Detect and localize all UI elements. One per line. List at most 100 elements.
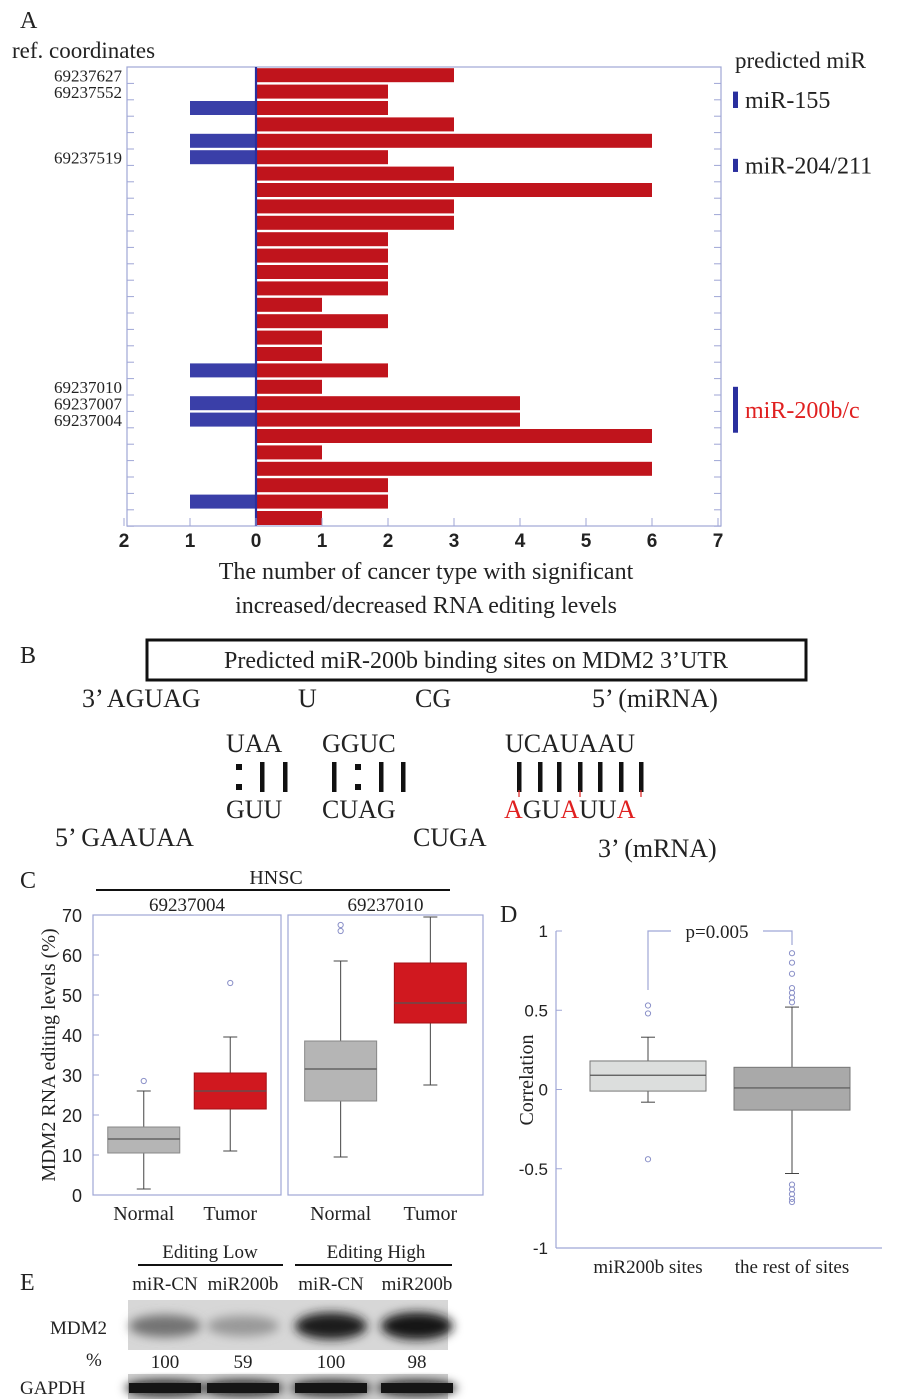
- increased-bar: [257, 265, 388, 279]
- mdm2-band: [129, 1314, 201, 1338]
- lane-label: miR200b: [208, 1274, 279, 1295]
- c-y-tick-label: 60: [62, 946, 82, 966]
- d-y-tick-label: -1: [533, 1239, 548, 1258]
- x-tick-label: 0: [251, 531, 262, 552]
- increased-bar: [257, 101, 388, 115]
- outlier-point: [788, 950, 796, 957]
- coordinate-label: 69237010: [54, 378, 122, 397]
- outlier-point: [788, 984, 796, 992]
- x-tick-label: 1: [185, 531, 196, 552]
- box: [107, 1126, 181, 1154]
- x-tick-label: 2: [119, 531, 130, 552]
- correlation-boxplots: -1 -0.5 0 0.5 1 miR200b sites the rest of site…: [519, 922, 882, 1278]
- increased-bar: [257, 494, 388, 509]
- mrna-paired-seq: GUU: [226, 795, 283, 824]
- binding-title: Predicted miR-200b binding sites on MDM2…: [224, 648, 728, 674]
- increased-bar: [257, 330, 322, 345]
- x-tick-label: 6: [647, 531, 658, 552]
- decreased-bar: [190, 133, 255, 148]
- increased-bar: [257, 379, 322, 394]
- band-percentage: 98: [408, 1352, 427, 1373]
- mirna-paired-seq: UCAUAAU: [505, 729, 635, 758]
- increased-bar: [257, 215, 454, 230]
- base-pair-bond: [598, 762, 603, 792]
- outlier-point: [227, 979, 234, 987]
- outlier-point: [337, 921, 344, 929]
- c-y-tick-label: 40: [62, 1026, 82, 1046]
- increased-bar: [257, 84, 388, 99]
- mdm2-band: [295, 1312, 367, 1340]
- mirna-unpaired-seq: U: [298, 684, 317, 713]
- decreased-bar: [190, 363, 255, 378]
- x-tick-label: 2: [383, 531, 394, 552]
- panel-label-b: B: [20, 643, 36, 669]
- gapdh-band-core: [381, 1383, 453, 1393]
- panel-e: Editing Low Editing High miR-CN miR200b miR-…: [20, 1242, 457, 1399]
- mir-span-bar: [733, 91, 738, 108]
- c-y-tick-label: 30: [62, 1066, 82, 1086]
- group-label: Editing High: [327, 1242, 426, 1263]
- increased-bar: [257, 133, 652, 148]
- row-label-percent: %: [86, 1350, 102, 1371]
- increased-bar: [257, 68, 454, 83]
- c-y-tick-label: 10: [62, 1146, 82, 1166]
- increased-bar: [257, 461, 652, 476]
- gapdh-band-core: [207, 1383, 279, 1393]
- western-blot: Editing Low Editing High miR-CN miR200b miR-…: [20, 1242, 457, 1399]
- lane-label: miR-CN: [298, 1274, 364, 1295]
- increased-bar: [257, 478, 388, 493]
- d-category-label: the rest of sites: [735, 1257, 850, 1278]
- panel-labels: A B C D E: [20, 8, 517, 1296]
- band-percentage: 59: [234, 1352, 253, 1373]
- c-subplot-frame: [287, 914, 484, 1196]
- decreased-bar: [190, 101, 255, 115]
- mirna-paired-seq: UAA: [226, 729, 283, 758]
- row-label-mdm2: MDM2: [50, 1318, 107, 1339]
- c-y-tick-label: 0: [72, 1186, 82, 1206]
- mir-span-bar: [733, 158, 738, 172]
- coordinate-label: 69237627: [54, 66, 123, 85]
- increased-bar: [257, 396, 520, 411]
- editing-bars: [190, 68, 652, 525]
- coordinate-label: 69237007: [54, 394, 123, 413]
- increased-bar: [257, 297, 322, 312]
- mrna-paired-seq: CUAG: [322, 795, 396, 824]
- c-y-tick-label: 50: [62, 986, 82, 1006]
- decreased-bar: [190, 150, 255, 165]
- panel-a: ref. coordinates predicted miR 2 1 0 1 2 3 4 5 6…: [12, 38, 872, 619]
- panel-b: Predicted miR-200b binding sites on MDM2…: [55, 638, 808, 863]
- c-subplot-frame: [92, 914, 282, 1196]
- c-category-label: Tumor: [403, 1203, 457, 1225]
- d-category-label: miR200b sites: [593, 1257, 702, 1278]
- increased-bar: [257, 199, 454, 214]
- d-y-tick-label: 1: [539, 922, 548, 941]
- increased-bar: [257, 281, 388, 296]
- decreased-bar: [190, 494, 255, 509]
- outlier-point: [644, 1002, 652, 1009]
- base-pair-bond: [517, 762, 522, 792]
- predicted-mir-title: predicted miR: [735, 48, 867, 73]
- c-site-title: 69237010: [348, 895, 424, 916]
- box: [393, 962, 467, 1024]
- decreased-bar: [190, 412, 255, 427]
- lane-label: miR200b: [382, 1274, 453, 1295]
- base-pair-bond: [538, 762, 543, 792]
- box: [733, 1066, 851, 1111]
- mirna-paired-seq: GGUC: [322, 729, 396, 758]
- base-pair-bond: [332, 762, 337, 792]
- c-category-label: Normal: [113, 1203, 175, 1225]
- base-pair-bond: [578, 762, 583, 792]
- outlier-point: [337, 927, 344, 935]
- increased-bar: [257, 347, 322, 361]
- base-pair-bond: [379, 762, 384, 792]
- coordinate-label: 69237519: [54, 148, 122, 167]
- x-tick-label: 5: [581, 531, 592, 552]
- panel-label-d: D: [500, 902, 517, 928]
- wobble-bond: [236, 764, 242, 770]
- box: [304, 1040, 378, 1102]
- panel-label-c: C: [20, 868, 36, 894]
- d-y-axis-label: Correlation: [516, 1034, 538, 1125]
- base-pair-bond: [639, 762, 644, 792]
- box: [589, 1060, 707, 1092]
- c-y-tick-label: 70: [62, 906, 82, 926]
